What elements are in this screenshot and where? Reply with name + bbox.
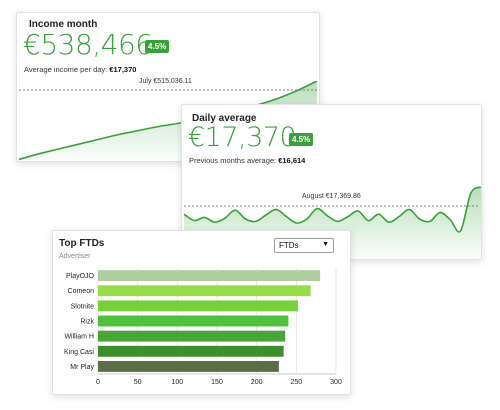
x-tick-label: 150 bbox=[211, 379, 223, 386]
income-month-value: €538,466 bbox=[23, 28, 153, 61]
ftd-select-value: FTDs bbox=[279, 241, 299, 250]
bar bbox=[98, 270, 321, 282]
chevron-down-icon: ▼ bbox=[322, 241, 329, 248]
bar bbox=[98, 345, 284, 357]
daily-reference-label: August €17,369.86 bbox=[302, 193, 361, 200]
series-line bbox=[18, 81, 318, 161]
category-label: William H bbox=[64, 334, 94, 341]
income-average-per-day: Average income per day: €17,370 bbox=[24, 65, 136, 74]
income-change-badge: 4.5% bbox=[145, 40, 170, 53]
top-ftds-bar-chart: 0 50 100 150 200 250 300 PlayOJO Comeon Slotnite R… bbox=[64, 268, 342, 386]
x-tick-label: 50 bbox=[134, 379, 142, 386]
series-line bbox=[183, 186, 481, 233]
category-label: Rizk bbox=[80, 319, 94, 326]
bar bbox=[98, 315, 289, 327]
previous-months-average: Previous months average: €16,614 bbox=[189, 156, 305, 165]
bar bbox=[98, 300, 298, 312]
daily-average-value: €17,370 bbox=[188, 122, 297, 153]
income-month-title: Income month bbox=[29, 19, 98, 30]
category-label: King Casi bbox=[64, 349, 94, 356]
top-ftds-title: Top FTDs bbox=[59, 238, 105, 249]
ftd-metric-select[interactable]: FTDs ▼ bbox=[274, 238, 334, 253]
income-average-value: €17,370 bbox=[109, 65, 137, 74]
x-tick-label: 250 bbox=[290, 379, 302, 386]
daily-average-title: Daily average bbox=[192, 113, 257, 124]
category-label: Mr Play bbox=[70, 364, 94, 371]
x-tick-label: 200 bbox=[251, 379, 263, 386]
income-average-label: Average income per day: bbox=[24, 65, 110, 74]
top-ftds-subtitle: Advertiser bbox=[59, 253, 91, 260]
x-tick-label: 0 bbox=[96, 379, 100, 386]
x-tick-label: 300 bbox=[330, 379, 342, 386]
previous-average-value: €16,614 bbox=[278, 156, 306, 165]
category-label: PlayOJO bbox=[66, 273, 95, 280]
daily-change-badge: 4.5% bbox=[289, 133, 314, 146]
category-label: Comeon bbox=[68, 288, 95, 295]
bar bbox=[98, 330, 286, 342]
top-ftds-card: Top FTDs Advertiser FTDs ▼ 0 50 100 150 200 2… bbox=[52, 230, 351, 395]
previous-average-label: Previous months average: bbox=[189, 156, 279, 165]
income-reference-label: July €515,036.11 bbox=[139, 78, 192, 85]
bar bbox=[98, 285, 311, 297]
category-label: Slotnite bbox=[71, 303, 94, 310]
bar bbox=[98, 360, 279, 372]
x-tick-label: 100 bbox=[171, 379, 183, 386]
